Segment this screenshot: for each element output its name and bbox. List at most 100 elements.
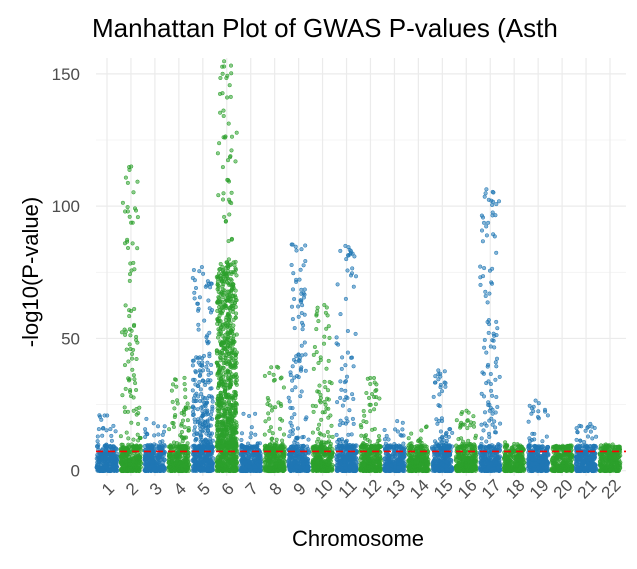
snp-point-peak xyxy=(367,396,371,400)
snp-point xyxy=(136,439,140,443)
snp-point xyxy=(216,152,220,156)
snp-point xyxy=(324,385,328,389)
snp-point-peak xyxy=(350,392,354,396)
snp-point xyxy=(103,456,107,460)
snp-point-peak xyxy=(129,334,133,338)
snp-point-peak xyxy=(346,269,350,273)
snp-point xyxy=(162,430,166,434)
snp-point xyxy=(291,288,295,292)
snp-point-peak xyxy=(203,402,207,406)
snp-point xyxy=(241,444,245,448)
snp-point-peak xyxy=(352,365,356,369)
snp-point xyxy=(266,445,270,449)
snp-point xyxy=(267,457,271,461)
snp-point xyxy=(350,267,354,271)
snp-point xyxy=(307,438,311,442)
snp-point xyxy=(315,327,319,331)
snp-point xyxy=(348,408,352,412)
snp-point xyxy=(96,439,100,443)
snp-point xyxy=(343,457,347,461)
snp-point xyxy=(331,435,335,439)
snp-point xyxy=(339,419,343,423)
snp-point-peak xyxy=(219,359,223,363)
snp-point xyxy=(131,221,135,225)
snp-point-peak xyxy=(291,365,295,369)
snp-point-peak xyxy=(199,392,203,396)
snp-point-peak xyxy=(303,313,307,317)
snp-point-peak xyxy=(183,425,187,429)
snp-point-peak xyxy=(220,312,224,316)
snp-point xyxy=(123,363,127,367)
snp-point xyxy=(136,422,140,426)
snp-point-peak xyxy=(235,421,239,425)
snp-point xyxy=(296,305,300,309)
snp-point xyxy=(263,433,267,437)
snp-point xyxy=(104,464,108,468)
snp-point xyxy=(184,468,188,472)
snp-point xyxy=(103,444,107,448)
snp-point-peak xyxy=(220,398,224,402)
snp-point xyxy=(352,285,356,289)
snp-point xyxy=(432,459,436,463)
snp-point xyxy=(311,431,315,435)
snp-point xyxy=(150,453,154,457)
snp-point-peak xyxy=(199,388,203,392)
snp-point xyxy=(319,418,323,422)
snp-point xyxy=(300,344,304,348)
snp-point-peak xyxy=(230,272,234,276)
snp-point xyxy=(326,388,330,392)
snp-point-peak xyxy=(176,402,180,406)
snp-point-peak xyxy=(234,353,238,357)
snp-point xyxy=(127,443,131,447)
snp-point xyxy=(111,464,115,468)
snp-point xyxy=(281,443,285,447)
snp-point-peak xyxy=(209,413,213,417)
snp-point-peak xyxy=(290,243,294,247)
snp-point-peak xyxy=(193,378,197,382)
snp-point xyxy=(420,429,424,433)
snp-point xyxy=(384,442,388,446)
snp-point-peak xyxy=(224,219,228,223)
snp-point-peak xyxy=(325,306,329,310)
snp-point-peak xyxy=(228,441,232,445)
snp-point xyxy=(282,468,286,472)
snp-point xyxy=(180,435,184,439)
snp-point xyxy=(345,417,349,421)
snp-point xyxy=(209,459,213,463)
snp-point xyxy=(183,463,187,467)
snp-point-peak xyxy=(191,389,195,393)
snp-point-peak xyxy=(225,261,229,265)
snp-point-peak xyxy=(225,326,229,330)
snp-point-peak xyxy=(232,324,236,328)
snp-point xyxy=(127,314,131,318)
snp-point xyxy=(329,456,333,460)
snp-point xyxy=(354,332,358,336)
snp-point xyxy=(354,275,358,279)
snp-point xyxy=(440,468,444,472)
snp-point xyxy=(290,379,294,383)
snp-point xyxy=(354,461,358,465)
snp-point-peak xyxy=(195,437,199,441)
snp-point-peak xyxy=(218,340,222,344)
snp-point-peak xyxy=(217,272,221,276)
snp-point xyxy=(345,469,349,473)
snp-point xyxy=(288,400,292,404)
snp-point xyxy=(434,466,438,470)
snp-point-peak xyxy=(229,377,233,381)
snp-point xyxy=(365,443,369,447)
snp-point-peak xyxy=(220,445,224,449)
snp-point-peak xyxy=(362,409,366,413)
snp-point-peak xyxy=(221,327,225,331)
snp-point-peak xyxy=(344,244,348,248)
snp-point-peak xyxy=(217,295,221,299)
snp-point-peak xyxy=(217,300,221,304)
snp-point-peak xyxy=(292,297,296,301)
snp-point xyxy=(352,445,356,449)
snp-point xyxy=(366,438,370,442)
snp-point xyxy=(249,432,253,436)
snp-point xyxy=(158,440,162,444)
snp-point xyxy=(242,467,246,471)
snp-point xyxy=(100,434,104,438)
